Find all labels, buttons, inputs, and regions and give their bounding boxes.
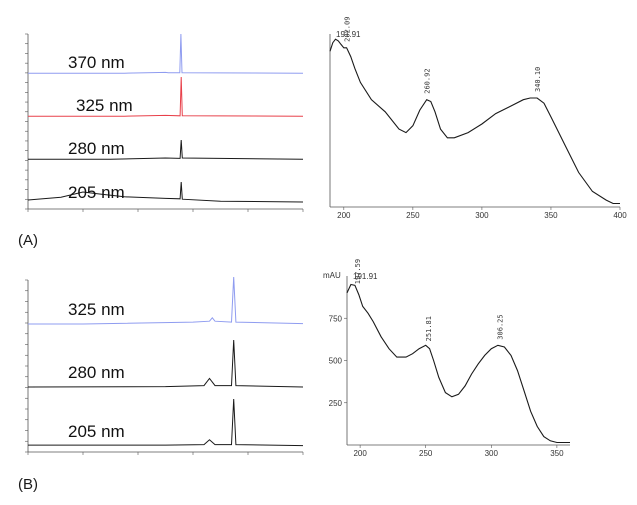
peak-label: 340.10 xyxy=(534,67,542,92)
x-tick-label: 300 xyxy=(485,449,499,458)
trace-370-nm xyxy=(28,33,304,74)
trace-325-nm xyxy=(28,276,304,325)
trace-205-nm xyxy=(27,181,304,203)
y-tick-label: 750 xyxy=(329,314,343,323)
trace-label: 370 nm xyxy=(68,53,125,72)
x-tick-label: 200 xyxy=(337,211,351,220)
trace-325-nm xyxy=(28,76,304,117)
panel-a-label: (A) xyxy=(18,232,38,249)
peak-label: 306.25 xyxy=(496,314,504,339)
peak-label: 197.59 xyxy=(354,259,362,284)
peak-label: 251.81 xyxy=(425,316,433,341)
header-wavelength: 191.91 xyxy=(353,272,378,281)
trace-label: 280 nm xyxy=(68,139,125,158)
trace-label: 280 nm xyxy=(68,363,125,382)
y-axis-unit: mAU xyxy=(323,271,341,280)
peak-label: 260.92 xyxy=(424,68,432,93)
trace-label: 205 nm xyxy=(68,422,125,441)
trace-label: 325 nm xyxy=(76,96,133,115)
x-tick-label: 200 xyxy=(353,449,367,458)
panel-b-label: (B) xyxy=(18,476,38,493)
x-tick-label: 250 xyxy=(406,211,420,220)
peak-label: 202.09 xyxy=(344,17,352,42)
panel-b-chromatograms: 325 nm 280 nm 205 nm xyxy=(25,276,304,455)
y-tick-label: 250 xyxy=(329,399,343,408)
x-tick-label: 250 xyxy=(419,449,433,458)
trace-280-nm xyxy=(28,139,304,160)
trace-label: 205 nm xyxy=(68,183,125,202)
x-tick-label: 350 xyxy=(544,211,558,220)
x-tick-label: 350 xyxy=(550,449,564,458)
y-tick-label: 500 xyxy=(329,357,343,366)
trace-280-nm xyxy=(27,339,304,388)
panel-a-chromatograms: 370 nm 325 nm 280 nm 205 nm xyxy=(25,33,304,212)
x-tick-label: 400 xyxy=(613,211,627,220)
trace-label: 325 nm xyxy=(68,300,125,319)
x-tick-label: 300 xyxy=(475,211,489,220)
trace-205-nm xyxy=(28,398,304,447)
spectrum-line xyxy=(329,38,620,205)
spectrum-line xyxy=(346,283,570,444)
header-wavelength: 191.91 xyxy=(336,30,361,39)
